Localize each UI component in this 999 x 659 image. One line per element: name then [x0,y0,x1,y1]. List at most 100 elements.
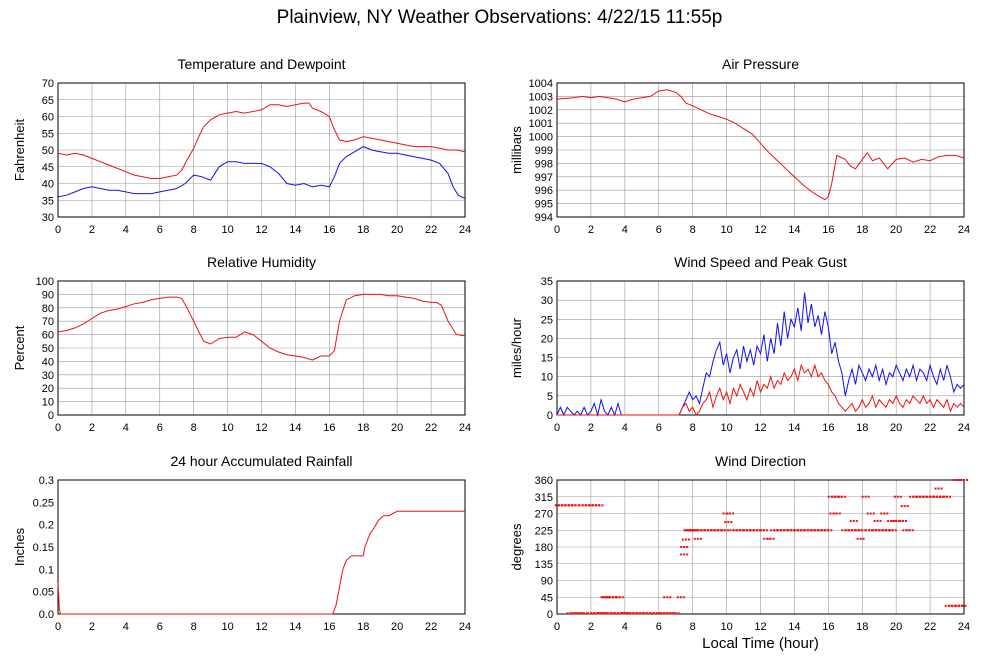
data-point [861,529,864,532]
x-tick-label: 16 [323,422,335,434]
y-tick-label: 40 [42,179,54,191]
x-tick-label: 2 [89,224,95,236]
data-point [687,538,690,541]
data-point [872,512,875,515]
data-point [703,529,706,532]
data-point [803,529,806,532]
data-point [929,495,932,498]
y-tick-label: 1001 [529,118,553,130]
data-point [666,596,669,599]
data-point [939,495,942,498]
data-point [623,612,626,615]
y-tick-label: 90 [42,289,54,301]
y-tick-label: 50 [42,343,54,355]
x-tick-label: 22 [425,422,437,434]
data-point [586,612,589,615]
data-point [780,529,783,532]
x-axis-label: Local Time (hour) [702,635,819,652]
data-point [683,529,686,532]
data-point [717,529,720,532]
x-tick-label: 4 [622,621,628,633]
data-point [669,612,672,615]
x-tick-label: 2 [588,422,594,434]
data-point [696,537,699,540]
chart-title: Air Pressure [722,56,799,72]
data-point [891,529,894,532]
data-point [954,604,957,607]
data-point [558,504,561,507]
y-tick-label: 25 [541,314,553,326]
y-tick-label: 45 [541,592,553,604]
data-point [944,604,947,607]
data-point [896,495,899,498]
data-point [856,537,859,540]
y-tick-label: 994 [535,212,553,224]
y-tick-label: 0 [547,609,553,621]
data-point [787,529,790,532]
data-point [578,504,581,507]
y-tick-label: 0.15 [33,542,54,554]
x-tick-label: 2 [588,224,594,236]
data-point [690,529,693,532]
y-tick-label: 996 [535,185,553,197]
data-point [912,495,915,498]
series-line-0 [57,510,465,615]
data-point [649,612,652,615]
plot-frame [57,82,466,218]
y-tick-label: 65 [42,95,54,107]
data-point [729,529,732,532]
y-tick-label: 30 [42,370,54,382]
chart-rainfall: 0 2 4 6 8 10 12 14 16 18 20 22 240.00.050.10.150.20.… [12,453,471,633]
y-tick-label: 225 [535,525,553,537]
data-point [827,529,830,532]
x-tick-label: 12 [255,422,267,434]
data-point [714,529,717,532]
data-point [693,537,696,540]
data-point [602,596,605,599]
data-point [625,612,628,615]
data-point [732,529,735,532]
data-point [753,529,756,532]
y-tick-label: 60 [42,330,54,342]
data-point [797,529,800,532]
x-tick-label: 4 [123,422,129,434]
x-tick-label: 22 [425,621,437,633]
chart-title: Wind Direction [715,453,806,469]
x-tick-label: 16 [323,621,335,633]
data-point [800,529,803,532]
x-tick-label: 10 [720,621,732,633]
data-point [892,519,895,522]
y-tick-label: 80 [42,303,54,315]
data-point [727,521,730,524]
x-tick-label: 12 [255,621,267,633]
data-point [592,504,595,507]
data-point [940,487,943,490]
x-tick-label: 4 [123,621,129,633]
data-point [849,519,852,522]
page-title: Plainview, NY Weather Observations: 4/22… [276,7,723,28]
x-tick-label: 20 [890,224,902,236]
data-point [679,596,682,599]
data-point [915,495,918,498]
data-point [723,529,726,532]
data-point [666,612,669,615]
data-point [629,612,632,615]
data-point [569,612,572,615]
y-tick-label: 20 [541,333,553,345]
x-tick-label: 18 [357,224,369,236]
data-point [759,529,762,532]
chart-pressure: 0 2 4 6 8 10 12 14 16 18 20 22 249949959969979989991… [509,56,970,236]
y-tick-label: 0.3 [39,475,54,487]
data-point [677,612,680,615]
x-tick-label: 16 [822,621,834,633]
chart-title: Wind Speed and Peak Gust [674,254,847,270]
y-tick-label: 1003 [529,91,553,103]
data-point [578,612,581,615]
x-tick-label: 22 [924,621,936,633]
data-point [827,495,830,498]
data-point [769,537,772,540]
data-point [590,612,593,615]
x-tick-label: 22 [924,422,936,434]
x-tick-label: 16 [323,224,335,236]
data-point [636,612,639,615]
